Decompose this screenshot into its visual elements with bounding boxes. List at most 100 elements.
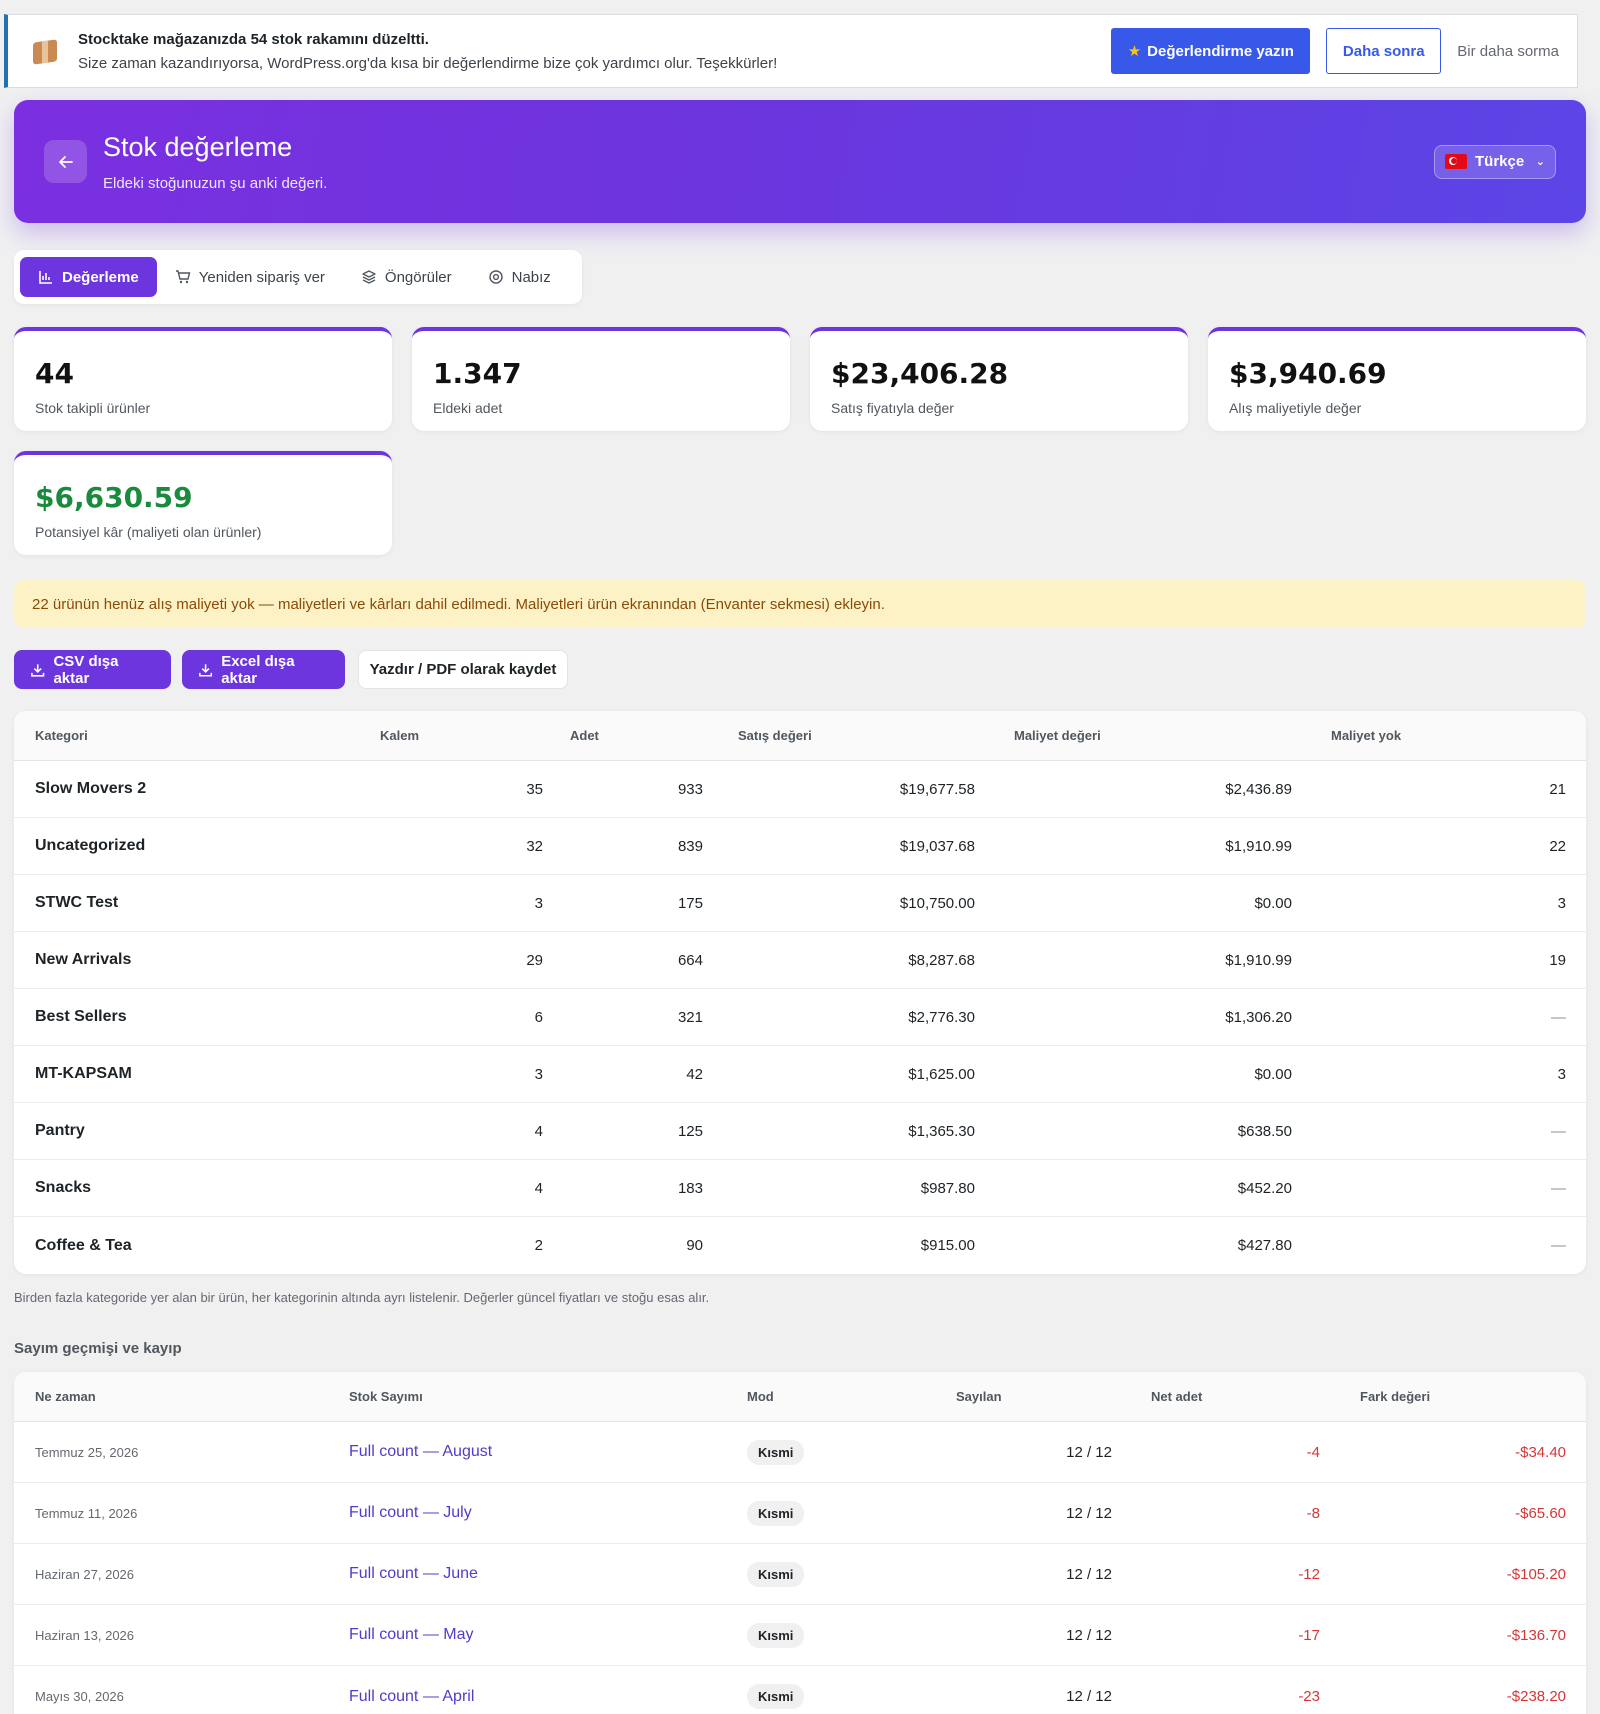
counted-value: 12 / 12 — [1066, 1504, 1112, 1522]
category-name: Snacks — [35, 1179, 92, 1196]
stocktake-link[interactable]: Full count — May — [349, 1626, 474, 1643]
counted-value: 12 / 12 — [1066, 1565, 1112, 1583]
variance-value: -$65.60 — [1515, 1504, 1566, 1522]
stat-label: Eldeki adet — [433, 400, 503, 416]
col-retail-value: Satış değeri — [738, 728, 812, 743]
cost-value: $2,436.89 — [1225, 780, 1292, 798]
col-stocktake: Stok Sayımı — [349, 1389, 423, 1404]
stat-value: $23,406.28 — [831, 357, 1009, 390]
table-row: Coffee & Tea 2 90 $915.00 $427.80 — — [14, 1217, 1586, 1274]
write-review-label: Değerlendirme yazın — [1147, 42, 1294, 60]
cost-value: $0.00 — [1254, 1065, 1292, 1083]
unit-count: 183 — [677, 1179, 703, 1197]
page-header: Stok değerleme Eldeki stoğunuzun şu anki… — [14, 100, 1586, 223]
back-button[interactable] — [44, 140, 87, 183]
net-qty-value: -17 — [1298, 1626, 1320, 1644]
remind-later-button[interactable]: Daha sonra — [1326, 28, 1442, 74]
write-review-button[interactable]: ★ Değerlendirme yazın — [1111, 28, 1311, 74]
no-cost-count: 3 — [1557, 894, 1566, 912]
count-date: Haziran 27, 2026 — [35, 1566, 135, 1582]
stat-label: Satış fiyatıyla değer — [831, 400, 954, 416]
package-icon — [30, 36, 60, 66]
no-cost-count: — — [1551, 1008, 1566, 1026]
col-counted: Sayılan — [956, 1389, 1002, 1404]
print-pdf-button[interactable]: Yazdır / PDF olarak kaydet — [358, 650, 568, 689]
variance-value: -$34.40 — [1515, 1443, 1566, 1461]
item-count: 3 — [534, 894, 543, 912]
tab-pulse-label: Nabız — [511, 268, 551, 286]
download-icon — [31, 663, 45, 677]
tab-bar: Değerleme Yeniden sipariş ver Öngörüler … — [14, 250, 582, 304]
table-header: Kategori Kalem Adet Satış değeri Maliyet… — [14, 711, 1586, 761]
unit-count: 175 — [677, 894, 703, 912]
tab-valuation[interactable]: Değerleme — [20, 257, 157, 297]
stocktake-link[interactable]: Full count — August — [349, 1443, 493, 1460]
counted-value: 12 / 12 — [1066, 1626, 1112, 1644]
category-name: MT-KAPSAM — [35, 1065, 132, 1082]
missing-cost-warning: 22 ürünün henüz alış maliyeti yok — mali… — [14, 580, 1586, 628]
col-items: Kalem — [380, 728, 420, 743]
language-selector[interactable]: Türkçe ⌄ — [1434, 144, 1556, 179]
counted-value: 12 / 12 — [1066, 1688, 1112, 1705]
export-excel-label: Excel dışa aktar — [221, 652, 295, 687]
no-cost-count: — — [1551, 1237, 1566, 1254]
retail-value: $19,037.68 — [899, 837, 975, 855]
export-csv-button[interactable]: CSV dışa aktar — [14, 650, 171, 689]
table-footnote: Birden fazla kategoride yer alan bir ürü… — [14, 1290, 710, 1305]
stocktake-link[interactable]: Full count — April — [349, 1687, 475, 1705]
table-row: New Arrivals 29 664 $8,287.68 $1,910.99 19 — [14, 932, 1586, 989]
stocktake-link[interactable]: Full count — July — [349, 1504, 472, 1521]
no-cost-count: 19 — [1549, 951, 1566, 969]
mode-cell: Kısmi — [747, 1666, 805, 1714]
net-qty-value: -12 — [1298, 1565, 1320, 1583]
stat-value: $6,630.59 — [35, 481, 193, 514]
unit-count: 42 — [686, 1065, 703, 1083]
arrow-left-icon — [58, 155, 73, 168]
tab-insights[interactable]: Öngörüler — [343, 257, 470, 297]
mode-badge: Kısmi — [747, 1561, 805, 1587]
table-row: Uncategorized 32 839 $19,037.68 $1,910.99 22 — [14, 818, 1586, 875]
star-icon: ★ — [1127, 43, 1142, 60]
item-count: 2 — [534, 1237, 543, 1254]
no-cost-count: — — [1551, 1179, 1566, 1197]
stat-card-retail-value: $23,406.28 Satış fiyatıyla değer — [810, 327, 1188, 431]
table-row: Haziran 27, 2026 Full count — June Kısmi 12… — [14, 1544, 1586, 1605]
net-qty-value: -8 — [1306, 1504, 1320, 1522]
item-count: 35 — [526, 780, 543, 798]
layers-icon — [362, 270, 376, 284]
tab-reorder[interactable]: Yeniden sipariş ver — [157, 257, 343, 297]
cost-value: $638.50 — [1237, 1122, 1292, 1140]
cost-value: $0.00 — [1254, 894, 1292, 912]
variance-value: -$105.20 — [1506, 1565, 1566, 1583]
tab-reorder-label: Yeniden sipariş ver — [198, 268, 325, 286]
table-row: Haziran 13, 2026 Full count — May Kısmi 12 … — [14, 1605, 1586, 1666]
page-subtitle: Eldeki stoğunuzun şu anki değeri. — [103, 174, 328, 192]
table-header: Ne zaman Stok Sayımı Mod Sayılan Net ade… — [14, 1372, 1586, 1422]
mode-badge: Kısmi — [747, 1500, 805, 1526]
download-icon — [199, 663, 213, 676]
export-excel-button[interactable]: Excel dışa aktar — [182, 650, 345, 689]
retail-value: $10,750.00 — [899, 894, 975, 912]
col-when: Ne zaman — [35, 1389, 96, 1404]
stocktake-link[interactable]: Full count — June — [349, 1565, 478, 1582]
col-cost-value: Maliyet değeri — [1014, 728, 1101, 743]
stat-value: 44 — [35, 357, 74, 390]
never-ask-link[interactable]: Bir daha sorma — [1457, 42, 1559, 60]
category-name: Uncategorized — [35, 837, 146, 854]
table-row: Pantry 4 125 $1,365.30 $638.50 — — [14, 1103, 1586, 1160]
stat-card-units-on-hand: 1.347 Eldeki adet — [412, 327, 790, 431]
pulse-icon — [488, 270, 503, 284]
table-row: Mayıs 30, 2026 Full count — April Kısmi 12 … — [14, 1666, 1586, 1714]
count-date: Temmuz 11, 2026 — [35, 1505, 138, 1521]
page-title: Stok değerleme — [103, 131, 293, 162]
notice-message: Size zaman kazandırıyorsa, WordPress.org… — [78, 54, 778, 72]
col-mode: Mod — [747, 1389, 774, 1404]
stat-label: Stok takipli ürünler — [35, 400, 151, 416]
category-name: STWC Test — [35, 894, 119, 911]
unit-count: 933 — [677, 780, 703, 798]
count-history-title: Sayım geçmişi ve kayıp — [14, 1340, 182, 1357]
retail-value: $2,776.30 — [908, 1008, 975, 1026]
net-qty-value: -4 — [1306, 1443, 1320, 1461]
table-row: Slow Movers 2 35 933 $19,677.58 $2,436.89 21 — [14, 761, 1586, 818]
tab-pulse[interactable]: Nabız — [470, 257, 569, 297]
